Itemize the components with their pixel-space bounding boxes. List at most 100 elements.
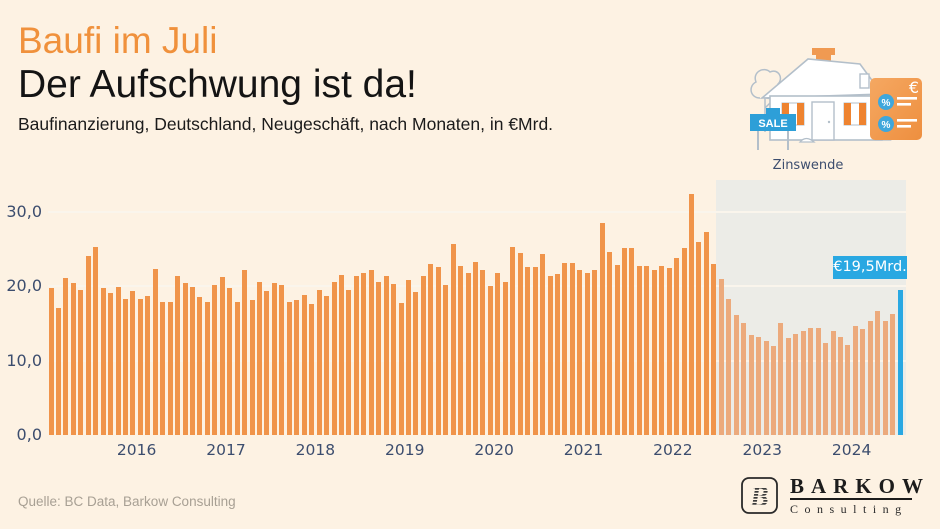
bar-2017-07: [271, 283, 277, 435]
bar-2022-10: [741, 323, 747, 435]
logo-rule: [790, 498, 912, 500]
bar-2017-11: [301, 294, 307, 435]
bar-2022-09: [733, 315, 739, 435]
bar-2020-11: [569, 262, 575, 435]
bar-2022-01: [674, 257, 680, 435]
bar-2021-02: [592, 270, 598, 435]
bar-2022-11: [748, 335, 754, 435]
bar-2022-08: [726, 298, 732, 435]
bar-2024-05: [882, 321, 888, 435]
bar-2018-10: [383, 275, 389, 435]
bar-2021-11: [659, 265, 665, 435]
bar-2023-01: [763, 341, 769, 435]
bar-2021-03: [599, 222, 605, 435]
bar-2015-02: [55, 308, 61, 435]
region-label: Zinswende: [772, 158, 844, 173]
bar-2018-03: [331, 281, 337, 435]
bar-2023-05: [793, 333, 799, 435]
bar-2022-05: [703, 231, 709, 435]
bar-2022-12: [756, 337, 762, 435]
bar-2018-05: [346, 290, 352, 435]
bar-2023-03: [778, 322, 784, 435]
bar-2016-10: [204, 302, 210, 435]
bar-2017-10: [294, 300, 300, 435]
bar-2023-06: [800, 331, 806, 435]
bar-2015-03: [63, 277, 69, 435]
sale-sign: SALE: [750, 108, 796, 150]
window-right: [843, 102, 867, 126]
percent-badge: [878, 94, 894, 110]
bar-2015-10: [115, 287, 121, 435]
y-tick-label: 10,0: [6, 350, 42, 370]
x-tick-2017: 2017: [206, 441, 246, 459]
bar-2020-01: [495, 272, 501, 435]
bar-2021-06: [621, 248, 627, 435]
barkow-logo-icon: B: [741, 477, 778, 514]
svg-text:%: %: [882, 120, 891, 131]
bar-2020-05: [525, 267, 531, 435]
bar-2023-02: [770, 346, 776, 435]
bar-2024-07: [897, 289, 903, 435]
svg-text:SALE: SALE: [758, 118, 787, 130]
chart-subtitle: Baufinanzierung, Deutschland, Neugeschäf…: [18, 114, 554, 134]
bar-2016-08: [190, 287, 195, 435]
bar-2015-04: [70, 283, 76, 435]
bar-2023-10: [830, 331, 836, 435]
bar-2024-04: [875, 310, 881, 435]
bar-2017-04: [249, 300, 255, 435]
bar-2016-03: [152, 268, 158, 435]
door: [811, 101, 835, 141]
bar-2021-12: [666, 268, 672, 435]
bar-2019-10: [473, 262, 479, 435]
bar-2021-04: [607, 251, 613, 435]
highlight-value-badge: €19,5Mrd.: [833, 256, 907, 279]
bar-2017-09: [286, 301, 292, 435]
bar-2020-03: [510, 246, 516, 435]
x-tick-2023: 2023: [742, 441, 782, 459]
bar-2016-02: [145, 296, 151, 435]
bar-2015-11: [122, 298, 128, 435]
bar-2017-03: [242, 270, 248, 435]
bar-2016-05: [167, 302, 173, 435]
bar-2018-02: [324, 295, 330, 435]
svg-text:B: B: [749, 482, 769, 513]
x-tick-2019: 2019: [385, 441, 425, 459]
bar-2017-08: [279, 284, 285, 435]
x-tick-2018: 2018: [295, 441, 336, 459]
bar-2015-12: [130, 291, 136, 435]
y-tick-label: 20,0: [6, 276, 42, 295]
bar-2020-09: [554, 274, 560, 435]
svg-text:%: %: [882, 98, 891, 109]
bar-2020-08: [547, 276, 553, 435]
bar-2020-06: [532, 266, 538, 435]
gridline-30: [48, 210, 906, 213]
bar-2018-07: [361, 272, 367, 435]
page-title: Der Aufschwung ist da!: [18, 63, 417, 106]
bar-2019-12: [487, 286, 493, 435]
bar-2019-04: [428, 263, 434, 435]
bar-2023-04: [785, 338, 791, 435]
bar-2023-09: [823, 342, 829, 435]
logo-subtitle: Consulting: [790, 502, 908, 516]
bar-2024-02: [860, 329, 866, 435]
bar-2017-06: [264, 291, 270, 435]
bar-2016-01: [137, 299, 143, 435]
bar-2019-06: [443, 285, 449, 435]
y-tick-label: 0,0: [16, 425, 42, 444]
bar-2015-05: [78, 289, 84, 435]
x-tick-2016: 2016: [116, 441, 157, 459]
bar-2018-08: [368, 269, 374, 435]
bar-2017-12: [309, 303, 315, 435]
svg-text:€: €: [909, 78, 919, 97]
bar-2022-03: [689, 194, 695, 435]
bar-2024-03: [867, 321, 873, 435]
bar-2019-05: [435, 266, 441, 435]
x-tick-2024: 2024: [831, 441, 872, 459]
bar-2022-06: [711, 263, 717, 435]
bar-2023-12: [845, 344, 851, 435]
bar-2021-10: [651, 269, 657, 435]
bar-2015-09: [108, 293, 114, 435]
bar-2018-06: [353, 275, 359, 435]
bar-2015-06: [85, 256, 91, 435]
